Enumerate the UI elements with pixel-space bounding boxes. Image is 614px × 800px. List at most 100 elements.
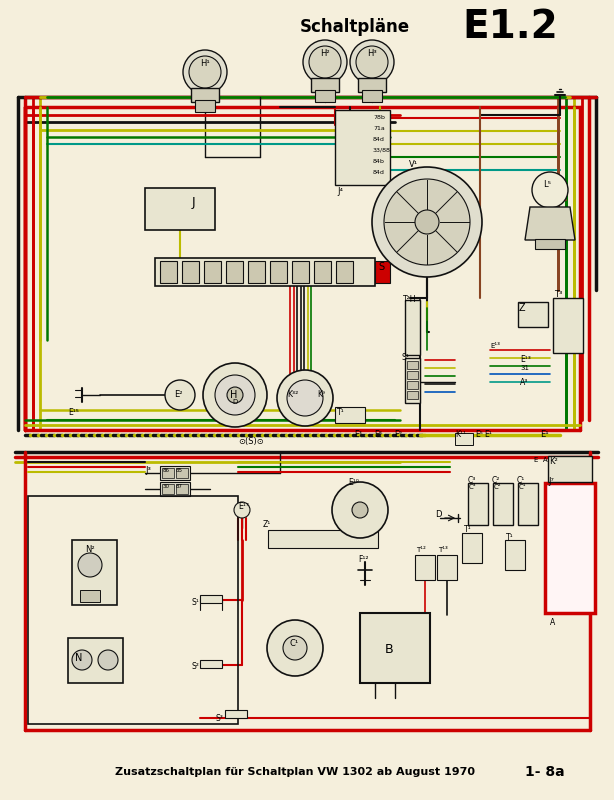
- Bar: [200, 595, 222, 603]
- Bar: [407, 391, 418, 399]
- Bar: [468, 483, 488, 525]
- Circle shape: [303, 40, 347, 84]
- Circle shape: [384, 179, 470, 265]
- Bar: [182, 261, 199, 283]
- Circle shape: [372, 167, 482, 277]
- Text: D: D: [435, 510, 441, 519]
- Bar: [407, 371, 418, 379]
- Text: E  A: E A: [534, 457, 548, 463]
- Text: J³: J³: [145, 466, 151, 475]
- Bar: [407, 381, 418, 389]
- Bar: [518, 483, 538, 525]
- Circle shape: [78, 553, 102, 577]
- Text: C¹: C¹: [289, 639, 298, 648]
- Bar: [160, 482, 190, 496]
- Circle shape: [415, 210, 439, 234]
- Circle shape: [227, 387, 243, 403]
- Text: E¹: E¹: [484, 430, 492, 439]
- Bar: [268, 530, 378, 548]
- Text: C²: C²: [494, 484, 502, 490]
- Text: E¹⁷: E¹⁷: [238, 502, 249, 511]
- Text: K¹¹: K¹¹: [455, 430, 466, 439]
- Text: T²H: T²H: [403, 295, 416, 304]
- Text: T¹: T¹: [464, 525, 472, 534]
- Circle shape: [98, 650, 118, 670]
- Text: E⁵: E⁵: [475, 430, 483, 439]
- Circle shape: [189, 56, 221, 88]
- Text: Schaltpläne: Schaltpläne: [300, 18, 410, 36]
- Bar: [225, 710, 247, 718]
- Bar: [505, 540, 525, 570]
- Text: Z: Z: [519, 303, 526, 313]
- Text: 85: 85: [176, 468, 183, 473]
- Bar: [195, 100, 215, 112]
- Text: T¹: T¹: [506, 533, 514, 542]
- Bar: [518, 302, 548, 327]
- Text: J⁴: J⁴: [337, 187, 343, 196]
- Bar: [335, 110, 390, 185]
- Bar: [155, 258, 375, 286]
- Bar: [176, 484, 188, 494]
- Bar: [535, 239, 565, 249]
- Text: 87: 87: [176, 484, 183, 489]
- Text: C³: C³: [468, 476, 476, 485]
- Circle shape: [277, 370, 333, 426]
- Text: H³: H³: [367, 49, 377, 58]
- Bar: [160, 261, 177, 283]
- Text: 71a: 71a: [373, 126, 385, 131]
- Bar: [493, 483, 513, 525]
- Bar: [415, 555, 435, 580]
- Circle shape: [267, 620, 323, 676]
- Text: E³: E³: [354, 430, 362, 439]
- Bar: [311, 78, 339, 92]
- Text: E1.2: E1.2: [462, 8, 558, 46]
- Bar: [200, 660, 222, 668]
- Circle shape: [165, 380, 195, 410]
- Text: T³: T³: [554, 290, 562, 299]
- Bar: [160, 466, 190, 480]
- Text: N²: N²: [85, 545, 95, 554]
- Text: 78b: 78b: [373, 115, 385, 120]
- Text: 30: 30: [163, 484, 170, 489]
- Circle shape: [72, 650, 92, 670]
- Text: ⊙(S)⊙: ⊙(S)⊙: [238, 437, 264, 446]
- Circle shape: [287, 380, 323, 416]
- Bar: [226, 261, 243, 283]
- Text: K²: K²: [549, 457, 558, 466]
- Bar: [145, 188, 215, 230]
- Text: E¹³: E¹³: [520, 355, 531, 364]
- Text: T¹³: T¹³: [438, 547, 448, 553]
- Text: 86: 86: [163, 468, 170, 473]
- Bar: [362, 90, 382, 102]
- Text: Z¹: Z¹: [263, 520, 271, 529]
- Text: K⁹: K⁹: [317, 390, 325, 399]
- Text: T¹²: T¹²: [416, 547, 426, 553]
- Bar: [437, 555, 457, 580]
- Text: H²: H²: [320, 49, 330, 58]
- Text: J: J: [192, 196, 195, 209]
- Bar: [176, 468, 188, 478]
- Bar: [545, 483, 595, 613]
- Text: E¹⁰: E¹⁰: [348, 478, 359, 487]
- Text: E⁹: E⁹: [394, 430, 402, 439]
- Circle shape: [283, 636, 307, 660]
- Circle shape: [183, 50, 227, 94]
- Text: 1- 8a: 1- 8a: [525, 765, 565, 779]
- Circle shape: [532, 172, 568, 208]
- Text: S³: S³: [215, 714, 223, 723]
- Text: A³: A³: [520, 378, 529, 387]
- Circle shape: [352, 502, 368, 518]
- Bar: [28, 496, 238, 724]
- Text: S¹: S¹: [192, 598, 200, 607]
- Circle shape: [203, 363, 267, 427]
- Text: Zusatzschaltplan für Schaltplan VW 1302 ab August 1970: Zusatzschaltplan für Schaltplan VW 1302 …: [115, 767, 475, 777]
- Bar: [248, 261, 265, 283]
- Text: C³: C³: [469, 484, 476, 490]
- Bar: [335, 407, 365, 423]
- Text: 31: 31: [520, 365, 529, 371]
- Text: 33/88: 33/88: [373, 148, 391, 153]
- Bar: [358, 78, 386, 92]
- Text: 84d: 84d: [373, 137, 385, 142]
- Text: 84d: 84d: [373, 170, 385, 175]
- Text: S²: S²: [192, 662, 200, 671]
